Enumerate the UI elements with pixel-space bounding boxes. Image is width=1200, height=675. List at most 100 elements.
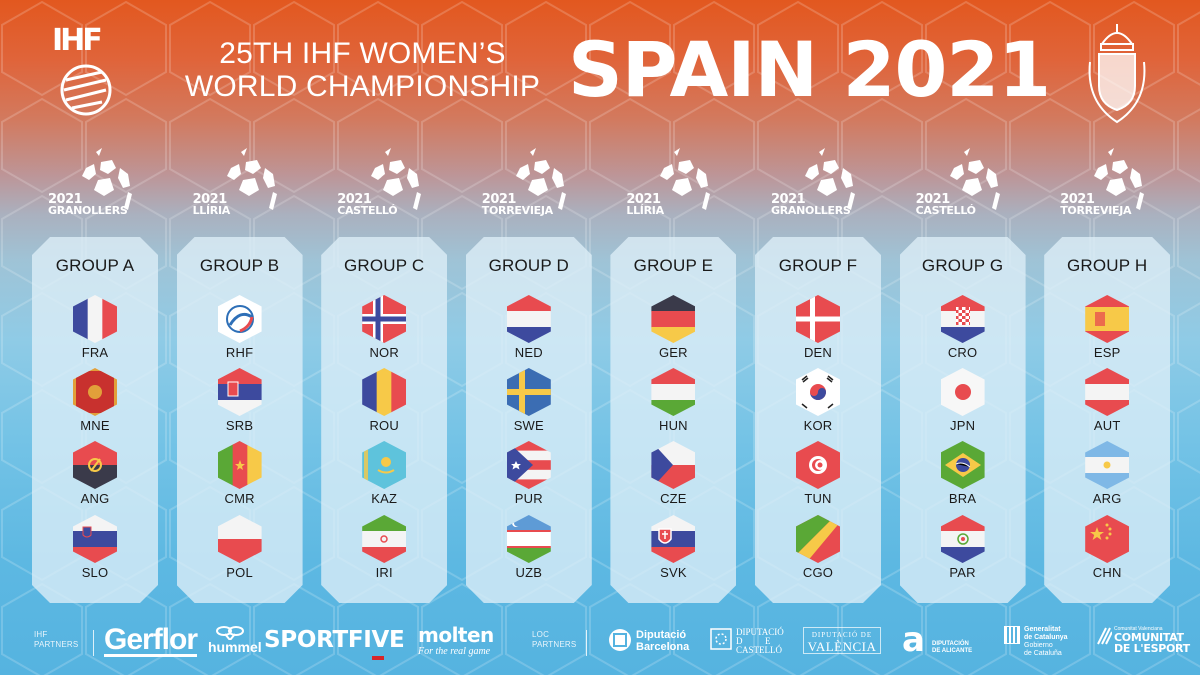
team-entry: CMR bbox=[177, 441, 303, 511]
team-entry: CZE bbox=[610, 441, 736, 511]
molten-text: molten bbox=[418, 623, 494, 647]
team-code: JPN bbox=[950, 418, 976, 433]
team-code: MNE bbox=[80, 418, 110, 433]
team-code: SWE bbox=[513, 418, 544, 433]
logo-text: de Catalunya bbox=[1024, 634, 1068, 641]
logo-text: DIPUTACIÓN bbox=[932, 641, 969, 647]
venue-city: TORREVIEJA bbox=[1060, 204, 1132, 217]
ihf-partners-label: IHF PARTNERS bbox=[34, 630, 78, 650]
team-entry: POL bbox=[177, 515, 303, 585]
svg-text:IHF: IHF bbox=[52, 23, 100, 58]
team-entry: BRA bbox=[900, 441, 1026, 511]
handball-ball-icon bbox=[371, 148, 422, 210]
team-code: CHN bbox=[1092, 565, 1122, 580]
team-code: KAZ bbox=[371, 491, 398, 506]
team-code: AUT bbox=[1093, 418, 1121, 433]
team-entry: FRA bbox=[32, 295, 158, 365]
championship-title: SPAIN 2021 bbox=[568, 25, 1051, 114]
team-code: GER bbox=[659, 345, 688, 360]
venue-city: CASTELLÓ bbox=[915, 204, 976, 217]
logo-text: VALÈNCIA bbox=[807, 639, 877, 654]
venue-city: TORREVIEJA bbox=[481, 204, 553, 217]
team-entry: CRO bbox=[900, 295, 1026, 365]
team-code: PAR bbox=[949, 565, 976, 580]
group-card-c: GROUP C NOR ROU KAZ IRI bbox=[321, 237, 448, 603]
bee-icon bbox=[216, 626, 244, 640]
group-title: GROUP C bbox=[343, 256, 425, 275]
team-code: CZE bbox=[660, 491, 687, 506]
molten-tagline: For the real game bbox=[418, 646, 491, 657]
comunitat-esport-logo: Comunitat Valenciana COMUNITAT DE L'ESPO… bbox=[1096, 626, 1190, 654]
hummel-text: hummel bbox=[208, 639, 262, 655]
logo-text: Gobierno bbox=[1024, 642, 1053, 649]
group-card-d: GROUP D NED SWE PUR UZB bbox=[465, 237, 592, 603]
team-entry: SVK bbox=[610, 515, 736, 585]
partners-footer: IHF PARTNERS Gerflor hummel SPORTFIVE mo… bbox=[0, 620, 1200, 665]
logo-text: D E bbox=[736, 636, 771, 646]
group-card-f: GROUP F DEN KOR TUN CGO bbox=[755, 237, 881, 603]
srb-flag-icon bbox=[217, 368, 262, 416]
divider bbox=[586, 630, 587, 656]
par-flag-icon bbox=[940, 515, 985, 563]
logo-text: Generalitat bbox=[1024, 626, 1061, 633]
den-flag-icon bbox=[796, 295, 840, 343]
handball-ball-icon bbox=[805, 148, 855, 210]
team-entry: ESP bbox=[1044, 295, 1170, 365]
ihf-logo: IHF bbox=[52, 20, 114, 120]
team-entry: JPN bbox=[900, 368, 1026, 438]
team-code: SLO bbox=[81, 565, 109, 580]
team-entry: UZB bbox=[466, 515, 592, 585]
cmr-flag-icon bbox=[217, 441, 262, 489]
tun-flag-icon bbox=[796, 441, 840, 489]
venue-year: 2021 bbox=[192, 192, 228, 207]
cro-flag-icon bbox=[940, 295, 985, 343]
gerflor-logo: Gerflor bbox=[104, 623, 198, 657]
alicante-mark: a bbox=[902, 620, 925, 660]
team-entry: RHF bbox=[177, 295, 303, 365]
team-entry: CHN bbox=[1044, 515, 1170, 585]
venue-year: 2021 bbox=[48, 192, 83, 207]
venue-city: LLÍRIA bbox=[192, 204, 231, 217]
hummel-logo: hummel bbox=[208, 626, 262, 655]
team-code: ROU bbox=[369, 418, 399, 433]
iri-flag-icon bbox=[362, 515, 407, 563]
team-entry: TUN bbox=[755, 441, 881, 511]
kor-flag-icon bbox=[796, 368, 840, 416]
team-code: ESP bbox=[1093, 345, 1121, 360]
venue-year: 2021 bbox=[771, 192, 806, 207]
group-card-h: GROUP H ESP AUT ARG CHN bbox=[1044, 237, 1171, 603]
handball-ball-icon bbox=[1094, 148, 1145, 210]
title-line-2: WORLD CHAMPIONSHIP bbox=[184, 70, 541, 103]
team-entry: ROU bbox=[321, 368, 447, 438]
team-code: CGO bbox=[802, 565, 834, 580]
logo-text: DE L'ESPORT bbox=[1114, 642, 1190, 655]
sportfive-logo: SPORTFIVE bbox=[264, 627, 405, 653]
team-entry: NED bbox=[466, 295, 592, 365]
team-entry: DEN bbox=[755, 295, 881, 365]
venue-logo: 2021 GRANOLLERS bbox=[46, 148, 156, 220]
pur-flag-icon bbox=[506, 441, 551, 489]
venue-city: CASTELLÓ bbox=[337, 204, 398, 217]
venue-city: GRANOLLERS bbox=[48, 204, 128, 217]
venue-year: 2021 bbox=[626, 192, 661, 207]
venue-city: LLÍRIA bbox=[626, 204, 664, 217]
group-title: GROUP D bbox=[488, 256, 570, 275]
team-code: BRA bbox=[948, 491, 977, 506]
cze-flag-icon bbox=[651, 441, 696, 489]
label-line: IHF bbox=[34, 630, 48, 639]
team-code: TUN bbox=[804, 491, 832, 506]
handball-ball-icon bbox=[226, 148, 277, 210]
championship-subtitle: 25TH IHF WOMEN’S WORLD CHAMPIONSHIP bbox=[170, 37, 555, 103]
barcelona-emblem-icon bbox=[609, 629, 631, 651]
uzb-flag-icon bbox=[506, 515, 551, 563]
handball-ball-icon bbox=[949, 148, 1000, 210]
diputacio-valencia-logo: DIPUTACIÓ DE VALÈNCIA bbox=[803, 627, 881, 654]
diputacio-barcelona-logo: Diputació Barcelona bbox=[608, 628, 689, 657]
castello-emblem-icon bbox=[710, 628, 732, 650]
venue-logo: 2021 CASTELLÓ bbox=[335, 148, 445, 220]
fra-flag-icon bbox=[73, 295, 117, 343]
venue-year: 2021 bbox=[337, 192, 372, 207]
logo-text: DIPUTACIÓ bbox=[736, 627, 784, 637]
label-line: PARTNERS bbox=[34, 640, 79, 649]
team-entry: KOR bbox=[755, 368, 881, 438]
